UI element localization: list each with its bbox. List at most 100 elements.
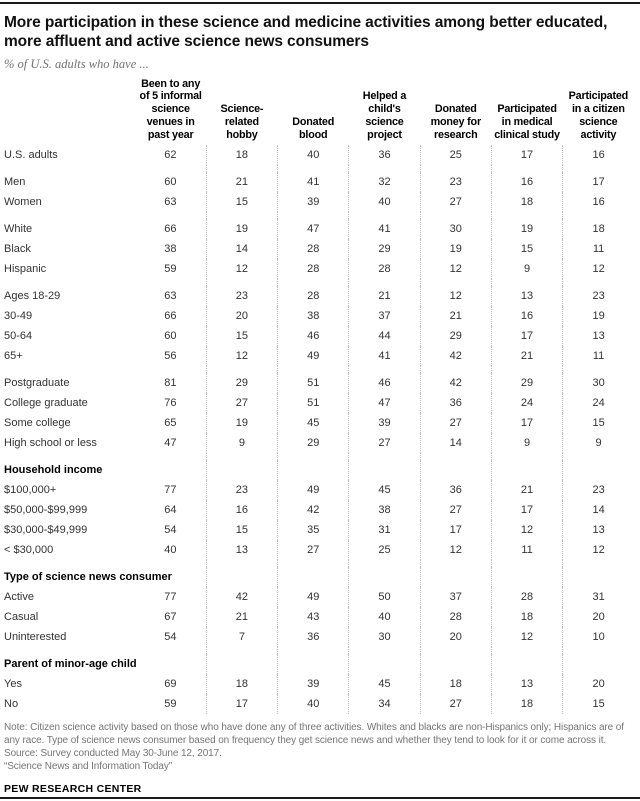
- table-cell: 24: [562, 393, 634, 414]
- spacer-cell: [562, 453, 634, 461]
- table-cell: 16: [562, 192, 634, 213]
- table-cell: 36: [277, 627, 349, 648]
- spacer-cell: [205, 366, 278, 374]
- table-cell: [277, 654, 349, 675]
- table-cell: 17: [419, 520, 492, 541]
- table-row: Active 77 42 49 50 37 28 31: [4, 587, 634, 608]
- spacer-cell: [348, 279, 421, 287]
- table-cell: 63: [164, 290, 177, 303]
- row-label: Ages 18-29: [4, 290, 61, 303]
- table-row: Hispanic 59 12 28 28 12 9 12: [4, 259, 634, 280]
- spacer-row: [4, 366, 634, 374]
- table-cell: 47: [164, 437, 177, 450]
- table-cell: 32: [348, 172, 421, 193]
- spacer-cell: [490, 279, 563, 287]
- spacer-cell: [348, 366, 421, 374]
- table-cell: 13: [490, 674, 563, 695]
- section-header-row: Household income: [4, 460, 634, 481]
- table-cell: 16: [490, 172, 563, 193]
- table-cell: 21: [419, 306, 492, 327]
- table-row: 65+ 56 12 49 41 42 21 11: [4, 346, 634, 367]
- table-cell: 13: [562, 326, 634, 347]
- table-cell: 38: [277, 306, 349, 327]
- spacer-row: [4, 279, 634, 287]
- spacer-cell: [4, 165, 135, 172]
- table-row: $30,000-$49,999 54 15 35 31 17 12 13: [4, 520, 634, 541]
- table-cell: 25: [348, 540, 421, 561]
- table-cell: 15: [205, 520, 278, 541]
- column-header: Been to any of 5 informal science venues…: [139, 77, 202, 141]
- table-cell: [205, 460, 278, 481]
- table-cell: 66: [164, 310, 177, 323]
- row-label: Casual: [4, 611, 39, 624]
- table-cell: 12: [419, 286, 492, 307]
- table-row: $100,000+ 77 23 49 45 36 21 23: [4, 480, 634, 501]
- spacer-cell: [205, 165, 278, 173]
- table-cell: [562, 460, 634, 481]
- spacer-cell: [4, 366, 135, 373]
- table-cell: 28: [490, 587, 563, 608]
- table-row: 30-49 66 20 38 37 21 16 19: [4, 306, 634, 327]
- column-header: Helped a child's science project: [362, 90, 407, 141]
- row-label: $30,000-$49,999: [4, 524, 88, 537]
- spacer-cell: [4, 560, 135, 567]
- table-cell: 16: [205, 500, 278, 521]
- table-cell: 13: [205, 540, 278, 561]
- table-cell: 62: [164, 149, 177, 162]
- table-cell: 51: [277, 393, 349, 414]
- table-cell: 11: [562, 239, 634, 260]
- table-cell: 29: [490, 373, 563, 394]
- table-cell: [348, 460, 421, 481]
- table-cell: 49: [277, 480, 349, 501]
- table-cell: [490, 567, 563, 588]
- table-cell: 35: [277, 520, 349, 541]
- table-cell: 15: [490, 239, 563, 260]
- table-cell: 46: [277, 326, 349, 347]
- table-cell: 28: [348, 259, 421, 280]
- table-cell: 21: [205, 172, 278, 193]
- table-cell: 23: [205, 480, 278, 501]
- spacer-cell: [277, 212, 349, 220]
- table-row: White 66 19 47 41 30 19 18: [4, 219, 634, 240]
- table-body: U.S. adults 62 18 40 36 25 17 16 Men 60 21 41 32 23 16…: [4, 145, 634, 715]
- table-cell: 77: [164, 484, 177, 497]
- table-cell: [419, 567, 492, 588]
- column-header-spacer: [4, 78, 135, 146]
- table-cell: 34: [348, 694, 421, 715]
- table-cell: 24: [490, 393, 563, 414]
- table-cell: 23: [562, 286, 634, 307]
- table-cell: 39: [277, 192, 349, 213]
- spacer-cell: [135, 279, 206, 286]
- row-label: Active: [4, 591, 34, 604]
- top-rule: [0, 2, 640, 4]
- table-row: U.S. adults 62 18 40 36 25 17 16: [4, 145, 634, 166]
- table-cell: 36: [348, 145, 421, 166]
- table-cell: 28: [277, 286, 349, 307]
- spacer-cell: [348, 212, 421, 220]
- table-cell: 17: [490, 326, 563, 347]
- table-cell: 29: [277, 433, 349, 454]
- table-cell: 16: [490, 306, 563, 327]
- table-cell: [419, 654, 492, 675]
- table-cell: 81: [164, 377, 177, 390]
- table-cell: 21: [348, 286, 421, 307]
- table-cell: 63: [164, 196, 177, 209]
- row-label: Postgraduate: [4, 377, 70, 390]
- spacer-cell: [348, 647, 421, 655]
- table-cell: 19: [419, 239, 492, 260]
- spacer-cell: [562, 279, 634, 287]
- table-cell: 20: [562, 607, 634, 628]
- table-cell: 60: [164, 330, 177, 343]
- chart-title: More participation in these science and …: [4, 14, 608, 51]
- table-cell: 12: [205, 259, 278, 280]
- spacer-cell: [135, 453, 206, 460]
- table-cell: 20: [205, 306, 278, 327]
- table-row: Some college 65 19 45 39 27 17 15: [4, 413, 634, 434]
- table-cell: 38: [348, 500, 421, 521]
- spacer-cell: [348, 453, 421, 461]
- table-cell: [205, 567, 278, 588]
- table-cell: 14: [419, 433, 492, 454]
- spacer-cell: [562, 647, 634, 655]
- table-cell: 11: [562, 346, 634, 367]
